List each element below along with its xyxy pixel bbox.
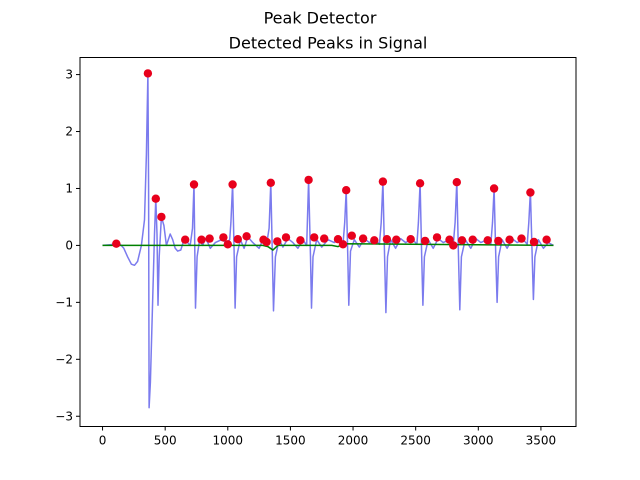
peak-marker <box>219 233 228 242</box>
x-tick-label: 2500 <box>400 434 431 448</box>
peak-marker <box>358 234 368 243</box>
peak-marker <box>151 194 160 203</box>
peak-marker <box>382 235 392 244</box>
peak-marker <box>189 180 199 189</box>
signal-layer <box>102 72 554 409</box>
peak-marker <box>296 236 305 245</box>
peak-marker <box>370 236 379 245</box>
axes-frame <box>79 57 577 427</box>
peak-marker <box>273 237 282 246</box>
peak-marker <box>143 69 153 78</box>
peak-marker <box>157 212 166 222</box>
peak-marker <box>181 235 190 244</box>
peak-marker <box>483 236 492 245</box>
peak-marker <box>197 235 206 244</box>
peak-marker <box>449 241 458 250</box>
peak-marker <box>489 184 499 193</box>
y-tick-label: 3 <box>65 68 73 82</box>
peak-marker <box>494 236 503 246</box>
peak-marker <box>304 175 313 185</box>
peak-marker <box>420 236 430 246</box>
peak-marker <box>517 234 526 243</box>
x-tick-label: 500 <box>154 434 177 448</box>
y-tick-label: 1 <box>65 181 73 195</box>
peak-marker <box>262 237 271 247</box>
y-axis-ticks: −3 −2 −1 0 1 2 3 <box>55 68 80 423</box>
peak-marker <box>529 237 539 247</box>
signal-line <box>102 72 554 409</box>
chart-suptitle: Peak Detector <box>264 9 377 28</box>
x-tick-label: 2000 <box>338 434 369 448</box>
peak-marker <box>228 180 237 189</box>
chart-title: Detected Peaks in Signal <box>229 34 428 53</box>
peak-marker <box>457 236 467 245</box>
x-tick-label: 0 <box>99 434 107 448</box>
peak-marker <box>233 235 242 244</box>
peak-marker <box>112 239 121 248</box>
peak-marker <box>392 235 401 244</box>
peak-marker <box>310 233 319 242</box>
peak-marker <box>406 235 415 244</box>
y-tick-label: 2 <box>65 125 73 139</box>
y-tick-label: −3 <box>55 409 73 423</box>
peak-marker <box>338 240 348 249</box>
peak-marker <box>542 235 551 244</box>
peak-marker <box>242 232 251 241</box>
y-tick-label: 0 <box>65 238 73 252</box>
peak-marker <box>432 233 442 242</box>
y-tick-label: −2 <box>55 352 73 366</box>
x-tick-label: 3000 <box>463 434 494 448</box>
peak-marker <box>415 179 425 188</box>
x-axis-ticks: 0 500 1000 1500 2000 2500 3000 3500 <box>99 426 557 448</box>
x-tick-label: 1500 <box>275 434 306 448</box>
peak-marker <box>266 178 275 187</box>
y-tick-label: −1 <box>55 295 73 309</box>
peak-marker <box>468 235 477 244</box>
baseline-layer <box>102 242 554 251</box>
peak-marker <box>347 231 356 240</box>
peak-marker <box>223 240 232 249</box>
x-tick-label: 1000 <box>213 434 244 448</box>
peak-marker <box>452 178 461 187</box>
peak-marker <box>505 235 514 244</box>
peak-marker <box>320 234 329 243</box>
peak-marker <box>342 186 351 195</box>
baseline-line <box>102 242 554 251</box>
peak-marker <box>281 233 291 242</box>
plot-area <box>102 69 554 409</box>
x-tick-label: 3500 <box>526 434 557 448</box>
peaks-layer <box>112 69 551 250</box>
peak-marker <box>205 234 214 243</box>
peak-marker <box>526 188 535 197</box>
peak-marker <box>378 177 388 186</box>
